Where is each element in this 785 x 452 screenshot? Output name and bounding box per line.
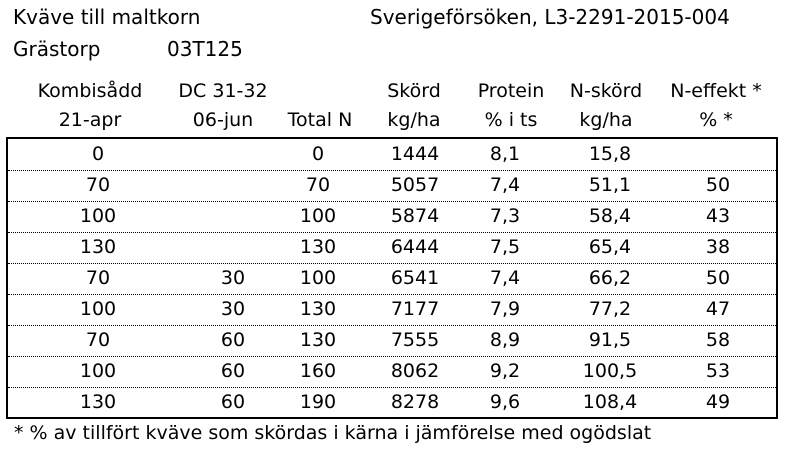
cell-total-n: 100 <box>299 205 337 227</box>
cell-total-n: 130 <box>299 298 337 320</box>
col-header-line2: 06-jun <box>192 109 254 131</box>
cell-total-n: 130 <box>299 329 337 351</box>
col-header-kombisadd: Kombisådd 21-apr <box>25 80 155 132</box>
cell-kombisadd: 70 <box>85 329 111 351</box>
col-header-skord: Skörd kg/ha <box>374 80 454 132</box>
table-row: 70 60 130 7555 8,9 91,5 58 <box>8 325 776 357</box>
col-header-line1: Kombisådd <box>37 80 143 102</box>
document-title: Kväve till maltkorn <box>13 5 201 29</box>
cell-protein: 8,9 <box>489 329 521 351</box>
cell-n-effekt: 50 <box>705 174 731 196</box>
cell-protein: 9,6 <box>489 391 521 413</box>
table-row: 100 60 160 8062 9,2 100,5 53 <box>8 356 776 388</box>
col-header-line2: Total N <box>287 109 353 131</box>
footnote: * % av tillfört kväve som skördas i kärn… <box>14 422 652 444</box>
cell-n-effekt: 53 <box>705 360 731 382</box>
cell-n-skord: 91,5 <box>588 329 632 351</box>
cell-skord: 8062 <box>390 360 440 382</box>
cell-kombisadd: 130 <box>79 391 117 413</box>
cell-dc: 30 <box>220 298 246 320</box>
cell-protein: 9,2 <box>489 360 521 382</box>
cell-dc: 30 <box>220 267 246 289</box>
col-header-line2: kg/ha <box>579 109 633 131</box>
cell-n-effekt: 43 <box>705 205 731 227</box>
cell-skord: 6444 <box>390 236 440 258</box>
table-row: 100 100 5874 7,3 58,4 43 <box>8 201 776 233</box>
cell-total-n: 0 <box>311 143 325 165</box>
col-header-line2: kg/ha <box>387 109 441 131</box>
cell-dc: 60 <box>220 391 246 413</box>
cell-kombisadd: 70 <box>85 174 111 196</box>
data-table: 0 0 1444 8,1 15,8 70 70 5057 7,4 51,1 50… <box>6 137 778 419</box>
cell-kombisadd: 100 <box>79 205 117 227</box>
col-header-n-skord: N-skörd kg/ha <box>558 80 654 132</box>
location-label: Grästorp <box>13 37 101 61</box>
table-row: 70 30 100 6541 7,4 66,2 50 <box>8 263 776 295</box>
cell-kombisadd: 0 <box>91 143 105 165</box>
cell-n-effekt: 47 <box>705 298 731 320</box>
cell-protein: 7,4 <box>489 174 521 196</box>
col-header-line1: N-effekt * <box>670 80 762 102</box>
cell-n-skord: 100,5 <box>582 360 638 382</box>
col-header-line1: DC 31-32 <box>178 80 268 102</box>
cell-total-n: 70 <box>305 174 331 196</box>
cell-n-effekt: 58 <box>705 329 731 351</box>
trial-id: 03T125 <box>167 37 243 61</box>
col-header-line1 <box>272 80 368 103</box>
cell-dc: 60 <box>220 360 246 382</box>
cell-n-skord: 77,2 <box>588 298 632 320</box>
table-row: 0 0 1444 8,1 15,8 <box>8 139 776 171</box>
col-header-total-n: Total N <box>272 80 368 132</box>
col-header-protein: Protein % i ts <box>466 80 556 132</box>
col-header-line1: Protein <box>477 80 545 102</box>
cell-n-effekt: 49 <box>705 391 731 413</box>
cell-skord: 5874 <box>390 205 440 227</box>
cell-n-skord: 15,8 <box>588 143 632 165</box>
cell-protein: 8,1 <box>489 143 521 165</box>
cell-kombisadd: 100 <box>79 360 117 382</box>
cell-n-skord: 58,4 <box>588 205 632 227</box>
cell-total-n: 130 <box>299 236 337 258</box>
cell-n-skord: 66,2 <box>588 267 632 289</box>
cell-n-skord: 51,1 <box>588 174 632 196</box>
cell-total-n: 190 <box>299 391 337 413</box>
cell-skord: 1444 <box>390 143 440 165</box>
cell-skord: 7177 <box>390 298 440 320</box>
table-row: 130 60 190 8278 9,6 108,4 49 <box>8 387 776 418</box>
col-header-line2: % i ts <box>484 109 538 131</box>
cell-skord: 6541 <box>390 267 440 289</box>
cell-kombisadd: 130 <box>79 236 117 258</box>
cell-protein: 7,5 <box>489 236 521 258</box>
cell-n-skord: 65,4 <box>588 236 632 258</box>
cell-kombisadd: 70 <box>85 267 111 289</box>
cell-n-effekt: 50 <box>705 267 731 289</box>
table-row: 100 30 130 7177 7,9 77,2 47 <box>8 294 776 326</box>
cell-n-effekt: 38 <box>705 236 731 258</box>
cell-protein: 7,3 <box>489 205 521 227</box>
col-header-line2: 21-apr <box>58 109 122 131</box>
source-reference: Sverigeförsöken, L3-2291-2015-004 <box>370 5 730 29</box>
col-header-dc: DC 31-32 06-jun <box>168 80 278 132</box>
table-row: 130 130 6444 7,5 65,4 38 <box>8 232 776 264</box>
cell-total-n: 100 <box>299 267 337 289</box>
cell-protein: 7,9 <box>489 298 521 320</box>
col-header-line1: N-skörd <box>569 80 643 102</box>
cell-n-skord: 108,4 <box>582 391 638 413</box>
cell-skord: 5057 <box>390 174 440 196</box>
cell-protein: 7,4 <box>489 267 521 289</box>
col-header-n-effekt: N-effekt * % * <box>656 80 776 132</box>
col-header-line2: % * <box>699 109 733 131</box>
cell-kombisadd: 100 <box>79 298 117 320</box>
cell-dc: 60 <box>220 329 246 351</box>
table-row: 70 70 5057 7,4 51,1 50 <box>8 170 776 202</box>
col-header-line1: Skörd <box>387 80 441 102</box>
cell-skord: 7555 <box>390 329 440 351</box>
cell-skord: 8278 <box>390 391 440 413</box>
cell-total-n: 160 <box>299 360 337 382</box>
